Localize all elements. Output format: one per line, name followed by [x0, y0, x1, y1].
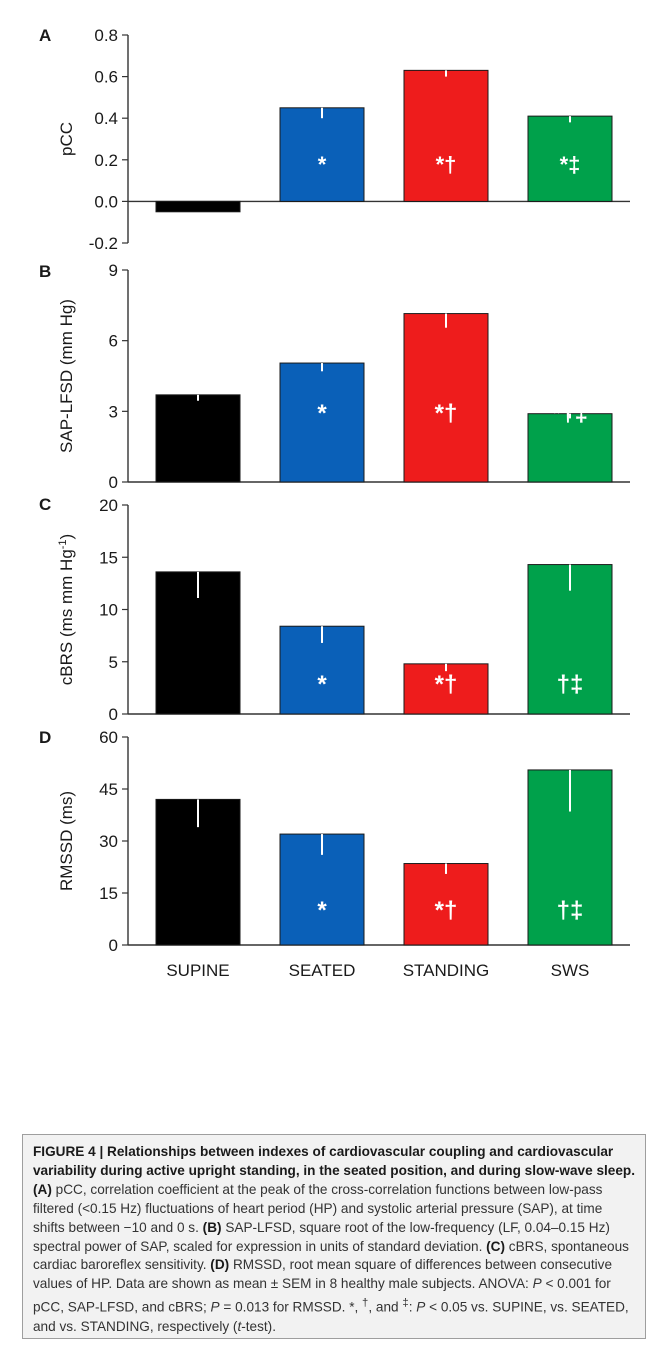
- caption-t3: , and: [368, 1299, 403, 1315]
- bar-standing: [403, 69, 489, 202]
- caption-p3: P: [416, 1299, 426, 1315]
- caption-b-text: SAP-LFSD, square root of the low-frequen…: [33, 1219, 610, 1254]
- y-tick-label: 0.6: [94, 68, 118, 87]
- bar-supine: [155, 394, 241, 483]
- caption-ddagger: ‡: [402, 1297, 409, 1310]
- y-tick-label: 15: [99, 548, 118, 567]
- bar-standing: [403, 863, 489, 946]
- y-tick-label: 0.8: [94, 26, 118, 45]
- y-tick-label: 0: [109, 936, 118, 955]
- y-axis-label-end: ): [57, 534, 76, 540]
- y-tick-label: 0: [109, 705, 118, 724]
- y-tick-label: 45: [99, 780, 118, 799]
- panel-b: B 0 3 6 9 SAP-LFSD (mm Hg) * *† *†‡: [39, 261, 630, 492]
- caption-p1: P: [532, 1276, 542, 1292]
- y-tick-label: 3: [109, 402, 118, 421]
- y-axis-label: cBRS (ms mm Hg-1): [57, 534, 76, 685]
- y-tick-label: 5: [109, 653, 118, 672]
- caption-b-tag: (B): [202, 1219, 222, 1235]
- y-tick-label: 0.4: [94, 109, 118, 128]
- y-tick-label: 30: [99, 832, 118, 851]
- caption-t4: :: [408, 1299, 417, 1315]
- y-tick-label: 10: [99, 601, 118, 620]
- panel-letter: C: [39, 495, 51, 514]
- bar-standing: [403, 313, 489, 483]
- figure-chart: A -0.2 0.0 0.2 0.4 0.6 0.8 pCC * *† *‡ B 0 3 6 9 SAP-LFS…: [39, 26, 630, 980]
- y-tick-label: 6: [109, 332, 118, 351]
- caption-d-tag: (D): [210, 1257, 230, 1273]
- significance-marker: †‡: [557, 671, 584, 698]
- y-axis-label-superscript: -1: [57, 539, 69, 549]
- y-tick-label: 9: [109, 261, 118, 280]
- panel-letter: A: [39, 26, 51, 45]
- bar-sws: [527, 115, 613, 202]
- caption-t5: < 0.05 vs. SUPINE, vs. SEATED, and vs. S…: [33, 1299, 629, 1334]
- caption-t6: -test).: [241, 1318, 276, 1334]
- significance-marker: *: [318, 152, 327, 177]
- x-tick-label: SEATED: [289, 961, 356, 980]
- y-tick-label: 60: [99, 728, 118, 747]
- bar-standing: [403, 663, 489, 715]
- caption-t1: < 0.001 for pCC, SAP-LFSD, and cBRS;: [33, 1276, 611, 1315]
- panel-a: A -0.2 0.0 0.2 0.4 0.6 0.8 pCC * *† *‡: [39, 26, 630, 253]
- caption-dagger: †: [362, 1297, 369, 1310]
- significance-marker: *‡: [560, 152, 581, 177]
- x-tick-label: SWS: [551, 961, 590, 980]
- caption-t-italic: t: [237, 1318, 242, 1334]
- caption-title: FIGURE 4 | Relationships between indexes…: [33, 1144, 635, 1178]
- y-axis-label: RMSSD (ms): [57, 791, 76, 891]
- x-tick-label: STANDING: [403, 961, 490, 980]
- caption-p2: P: [210, 1299, 220, 1315]
- figure-caption: FIGURE 4 | Relationships between indexes…: [22, 1134, 646, 1339]
- panel-c: C 0 5 10 15 20 cBRS (ms mm Hg-1) * *† †‡: [39, 495, 630, 724]
- caption-c-tag: (C): [486, 1238, 506, 1254]
- significance-marker: *†: [435, 671, 458, 698]
- caption-d-text: RMSSD, root mean square of differences b…: [33, 1257, 613, 1292]
- bar-seated: [279, 107, 365, 202]
- significance-marker: *†: [435, 400, 458, 427]
- y-tick-label: 20: [99, 496, 118, 515]
- significance-marker: *: [317, 400, 327, 427]
- bar-supine: [155, 200, 241, 213]
- significance-marker: *: [317, 671, 327, 698]
- significance-marker: *†: [435, 897, 458, 924]
- significance-marker: *†: [436, 152, 457, 177]
- y-axis-label: SAP-LFSD (mm Hg): [57, 299, 76, 453]
- panel-letter: B: [39, 262, 51, 281]
- panel-letter: D: [39, 728, 51, 747]
- caption-a-text: pCC, correlation coefficient at the peak…: [33, 1181, 603, 1235]
- y-tick-label: 15: [99, 884, 118, 903]
- y-axis-label: pCC: [57, 122, 76, 156]
- caption-a-tag: (A): [33, 1181, 52, 1197]
- caption-c-text: cBRS, spontaneous cardiac baroreflex sen…: [33, 1238, 629, 1273]
- caption-t2: = 0.013 for RMSSD. *,: [219, 1299, 363, 1315]
- x-tick-label: SUPINE: [166, 961, 229, 980]
- significance-marker: *†‡: [552, 400, 588, 427]
- panel-d: D 0 15 30 45 60 RMSSD (ms) * *† †‡: [39, 728, 630, 955]
- y-tick-label: 0.0: [94, 192, 118, 211]
- y-tick-label: 0: [109, 473, 118, 492]
- bar-sws: [527, 413, 613, 483]
- significance-marker: †‡: [557, 897, 584, 924]
- y-tick-label: 0.2: [94, 151, 118, 170]
- significance-marker: *: [317, 897, 327, 924]
- y-tick-label: -0.2: [89, 234, 118, 253]
